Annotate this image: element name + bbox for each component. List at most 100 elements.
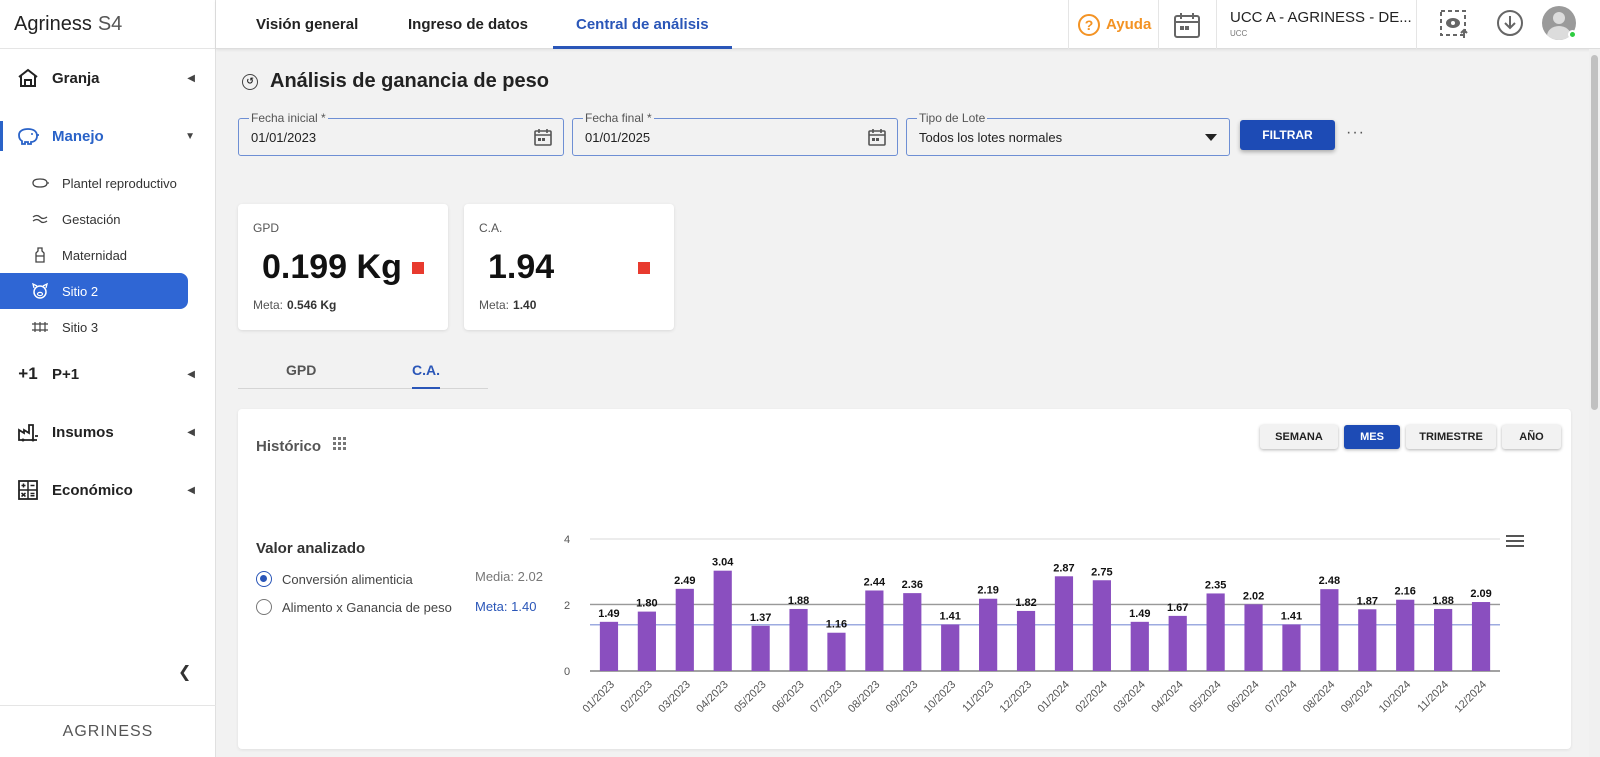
data-label: 3.04 [712,557,734,569]
sidebar-item-manejo[interactable]: Manejo ▼ [0,107,215,165]
start-date-field[interactable]: Fecha inicial * 01/01/2023 [238,111,564,156]
chart-menu-icon[interactable] [1506,534,1524,553]
farm-selector[interactable]: UCC A - AGRINESS - DE... UCC [1230,9,1412,38]
period-trimestre-button[interactable]: TRIMESTRE [1406,425,1496,449]
end-date-label: Fecha final * [583,111,654,125]
option-label: Conversión alimenticia [282,571,413,587]
chart-bar [865,590,884,671]
history-title: Histórico [256,437,347,455]
help-icon: ? [1078,13,1100,36]
x-tick-label: 11/2023 [960,679,996,715]
chart-bar [1471,602,1491,671]
sidebar-subitem-gestacion[interactable]: Gestación [0,201,188,237]
caret-left-icon: ◀ [187,72,195,84]
brand-logo[interactable]: Agriness S4 [0,0,215,49]
filter-button[interactable]: FILTRAR [1240,120,1335,150]
calculator-icon [16,478,40,502]
lot-type-label: Tipo de Lote [917,111,988,125]
status-indicator [412,262,424,274]
data-label: 1.16 [826,619,847,631]
kpi-card-gpd[interactable]: GPD 0.199 Kg Meta: 0.546 Kg [238,204,448,330]
meta-label: Meta: [479,298,510,312]
lot-type-select[interactable]: Tipo de Lote Todos los lotes normales [906,111,1230,156]
tab-central-de-analisis[interactable]: Central de análisis [553,0,732,49]
page-header: ↺ Análisis de ganancia de peso [242,70,549,93]
kpi-meta: Meta: 0.546 Kg [253,298,336,312]
data-label: 2.44 [864,576,886,588]
period-mes-button[interactable]: MES [1344,425,1400,449]
sidebar-subitem-label: Gestación [62,211,121,227]
data-label: 1.37 [750,612,771,624]
divider [1158,0,1159,49]
sidebar-item-label: Económico [52,481,133,499]
sidebar: Agriness S4 Granja ◀ Manejo ▼ Plantel re… [0,0,216,757]
meta-label: Meta: [253,298,284,312]
grid-view-icon[interactable] [333,437,347,455]
pen-icon [30,321,50,333]
sidebar-item-p1[interactable]: +1 P+1 ◀ [0,345,215,403]
tab-ca[interactable]: C.A. [412,362,440,389]
tab-gpd[interactable]: GPD [286,362,317,378]
chart-bar [1168,615,1187,671]
calendar-icon[interactable] [1172,10,1202,45]
avatar-body [1547,26,1571,40]
sidebar-subitem-plantel[interactable]: Plantel reproductivo [0,165,188,201]
x-tick-label: 06/2024 [1225,679,1262,716]
sidebar-subitem-sitio-2[interactable]: Sitio 2 [0,273,188,309]
help-button[interactable]: ? Ayuda [1078,0,1151,49]
period-ano-button[interactable]: AÑO [1502,425,1561,449]
caret-left-icon: ◀ [187,426,195,438]
sidebar-item-granja[interactable]: Granja ◀ [0,49,215,107]
data-label: 1.49 [1129,608,1150,620]
x-tick-label: 05/2024 [1187,679,1224,716]
chart-bar [1244,604,1263,671]
chart-bar [1206,593,1225,671]
kpi-card-ca[interactable]: C.A. 1.94 Meta: 1.40 [464,204,674,330]
x-tick-label: 08/2023 [846,679,883,716]
scrollbar-thumb[interactable] [1591,55,1598,410]
caret-left-icon: ◀ [187,484,195,496]
calendar-icon[interactable] [867,127,887,152]
sidebar-subitem-maternidad[interactable]: Maternidad [0,237,188,273]
top-bar: Visión general Ingreso de datos Central … [216,0,1600,49]
page-scrollbar[interactable] [1589,49,1600,757]
option-alimento-ganancia[interactable]: Alimento x Ganancia de peso [256,599,452,615]
end-date-field[interactable]: Fecha final * 01/01/2025 [572,111,898,156]
sidebar-item-economico[interactable]: Económico ◀ [0,461,215,519]
calendar-icon[interactable] [533,127,553,152]
sidebar-item-label: P+1 [52,365,80,383]
x-tick-label: 07/2023 [808,679,845,716]
user-avatar[interactable] [1542,6,1576,40]
kpi-label: C.A. [479,221,503,235]
collapse-sidebar-icon[interactable]: ❮ [178,664,192,681]
data-label: 1.41 [1281,610,1302,622]
more-options-icon[interactable]: ··· [1346,124,1365,141]
page-title: Análisis de ganancia de peso [270,70,549,92]
end-date-value: 01/01/2025 [585,130,651,145]
download-icon[interactable] [1494,7,1526,44]
data-label: 1.80 [636,598,657,610]
meta-value: Meta: 1.40 [475,599,537,614]
back-icon[interactable]: ↺ [242,73,258,90]
pig-icon [16,124,40,148]
radio-selected-icon [256,571,272,587]
farm-name: UCC A - AGRINESS - DE... [1230,9,1412,26]
sidebar-subitem-sitio-3[interactable]: Sitio 3 [0,309,188,345]
start-date-value: 01/01/2023 [251,130,317,145]
chart-bar [1434,608,1453,671]
sidebar-item-insumos[interactable]: Insumos ◀ [0,403,215,461]
divider [1068,0,1069,49]
option-conversion-alimenticia[interactable]: Conversión alimenticia [256,571,413,587]
period-semana-button[interactable]: SEMANA [1260,425,1338,449]
tab-vision-general[interactable]: Visión general [256,16,359,33]
chart-bar [599,621,619,671]
caret-down-icon: ▼ [185,130,195,142]
chart-bar [1054,576,1074,671]
tab-ingreso-de-datos[interactable]: Ingreso de datos [408,16,529,33]
screen-share-icon[interactable] [1438,8,1470,45]
x-tick-label: 03/2024 [1111,679,1148,716]
data-label: 2.87 [1053,562,1074,574]
x-tick-label: 12/2023 [998,679,1035,716]
x-tick-label: 01/2023 [580,679,617,716]
chart-bar [903,593,922,671]
